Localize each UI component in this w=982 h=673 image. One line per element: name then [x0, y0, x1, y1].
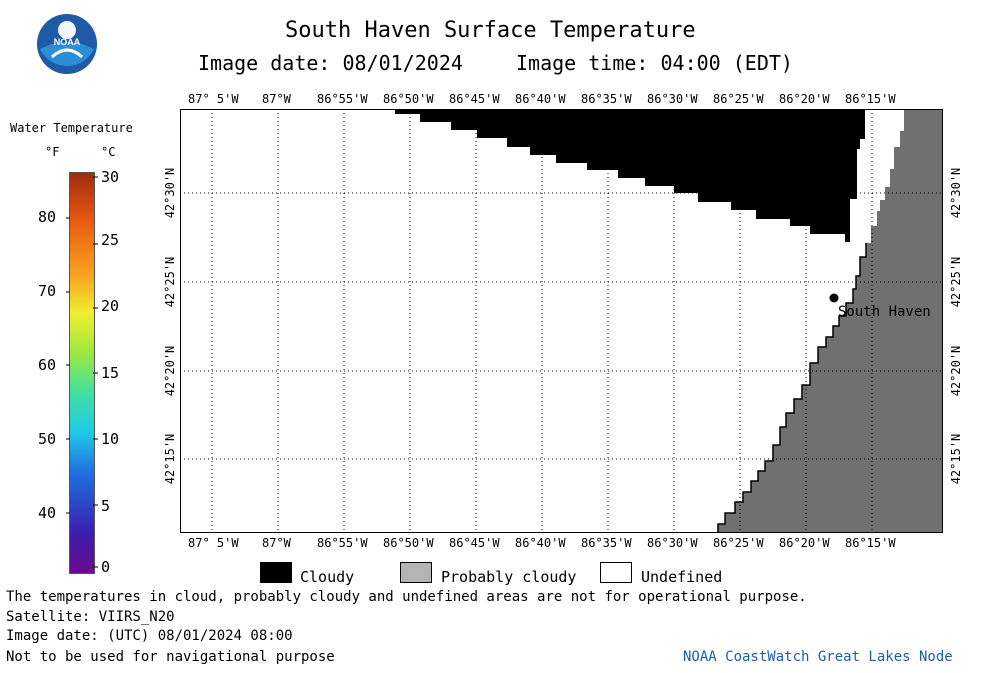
- land-region: [718, 109, 943, 533]
- logo-text: NOAA: [54, 37, 81, 47]
- lat-label: 42°20'N: [949, 345, 963, 397]
- city-label: South Haven: [838, 304, 931, 320]
- lon-label: 86°40'W: [515, 92, 566, 106]
- legend-label-cloudy: Cloudy: [300, 568, 355, 586]
- colorbar-c-tick: 5: [101, 497, 111, 515]
- lon-label: 86°35'W: [581, 536, 632, 550]
- lat-label: 42°25'N: [949, 256, 963, 308]
- footer-utc-date: Image date: (UTC) 08/01/2024 08:00: [6, 628, 293, 644]
- south-haven-marker: [829, 293, 839, 303]
- legend-swatch-undefined: [600, 562, 632, 583]
- lon-label: 86°20'W: [779, 536, 830, 550]
- footer-disclaimer: The temperatures in cloud, probably clou…: [6, 589, 807, 605]
- lon-label: 86°45'W: [449, 536, 500, 550]
- lon-label: 86°50'W: [383, 92, 434, 106]
- lat-label: 42°25'N: [163, 256, 177, 308]
- image-time: Image time: 04:00 (EDT): [516, 51, 793, 75]
- lon-label: 86°50'W: [383, 536, 434, 550]
- lon-label: 86°25'W: [713, 92, 764, 106]
- colorbar: [69, 172, 95, 574]
- legend-label-undefined: Undefined: [641, 568, 723, 586]
- colorbar-f-tick: 80: [38, 208, 57, 226]
- footer-navigation-warning: Not to be used for navigational purpose: [6, 649, 335, 665]
- legend-label-probably-cloudy: Probably cloudy: [441, 568, 577, 586]
- lon-label: 86°40'W: [515, 536, 566, 550]
- colorbar-ticks: [66, 176, 98, 568]
- colorbar-f-tick: 40: [38, 504, 57, 522]
- colorbar-f-tick: 60: [38, 356, 57, 374]
- page-title: South Haven Surface Temperature: [285, 18, 696, 43]
- lon-label: 86°30'W: [647, 92, 698, 106]
- lon-label: 87°W: [262, 92, 291, 106]
- lat-label: 42°15'N: [163, 433, 177, 485]
- colorbar-unit-c: °C: [101, 145, 116, 159]
- colorbar-f-tick: 50: [38, 430, 57, 448]
- footer-satellite: Satellite: VIIRS_N20: [6, 609, 175, 625]
- footer-credit: NOAA CoastWatch Great Lakes Node: [683, 649, 953, 665]
- lat-label: 42°30'N: [163, 167, 177, 219]
- colorbar-c-tick: 0: [101, 558, 111, 576]
- colorbar-c-tick: 30: [101, 168, 120, 186]
- lon-label: 86°55'W: [317, 92, 368, 106]
- colorbar-c-tick: 10: [101, 430, 120, 448]
- colorbar-c-tick: 15: [101, 364, 120, 382]
- map-frame: [180, 109, 943, 533]
- lon-label: 87°W: [262, 536, 291, 550]
- colorbar-c-tick: 20: [101, 297, 120, 315]
- cloud-region: [395, 109, 865, 242]
- lon-label: 86°20'W: [779, 92, 830, 106]
- colorbar-f-tick: 70: [38, 282, 57, 300]
- lon-label: 86°15'W: [845, 536, 896, 550]
- noaa-logo: NOAA: [37, 14, 97, 74]
- lon-label: 87° 5'W: [188, 536, 239, 550]
- colorbar-label: Water Temperature: [10, 121, 133, 135]
- graticule: [180, 109, 943, 533]
- legend-swatch-probably-cloudy: [400, 562, 432, 583]
- colorbar-unit-f: °F: [45, 145, 60, 159]
- lon-label: 86°25'W: [713, 536, 764, 550]
- lat-label: 42°30'N: [949, 167, 963, 219]
- lat-label: 42°20'N: [163, 345, 177, 397]
- lon-label: 86°35'W: [581, 92, 632, 106]
- lon-label: 86°15'W: [845, 92, 896, 106]
- lon-label: 86°55'W: [317, 536, 368, 550]
- lon-label: 86°30'W: [647, 536, 698, 550]
- legend-swatch-cloudy: [260, 562, 292, 583]
- lon-label: 87° 5'W: [188, 92, 239, 106]
- lat-label: 42°15'N: [949, 433, 963, 485]
- image-date: Image date: 08/01/2024: [198, 51, 463, 75]
- lon-label: 86°45'W: [449, 92, 500, 106]
- colorbar-c-tick: 25: [101, 231, 120, 249]
- map-area: South Haven: [180, 109, 943, 533]
